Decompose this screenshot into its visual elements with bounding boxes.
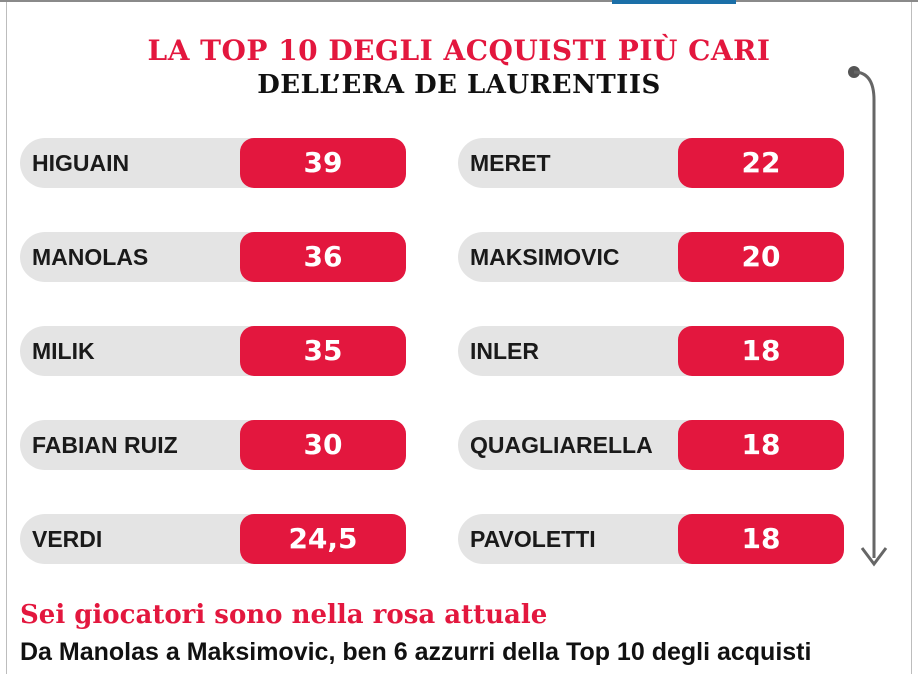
player-value: 35: [240, 326, 406, 376]
player-value: 39: [240, 138, 406, 188]
player-name: VERDI: [32, 526, 103, 552]
player-value: 24,5: [240, 514, 406, 564]
player-row: MILIK 35: [20, 326, 406, 376]
top-accent-bar: [612, 0, 736, 4]
player-value: 20: [678, 232, 844, 282]
descending-arrow-icon: [848, 66, 888, 567]
player-row: PAVOLETTI 18: [458, 514, 844, 564]
player-name: MAKSIMOVIC: [470, 244, 620, 270]
player-row: VERDI 24,5: [20, 514, 406, 564]
player-value: 18: [678, 514, 844, 564]
player-value: 18: [678, 420, 844, 470]
player-value: 18: [678, 326, 844, 376]
top-divider: [0, 0, 918, 2]
player-row: MANOLAS 36: [20, 232, 406, 282]
player-name: MERET: [470, 150, 551, 176]
player-value: 30: [240, 420, 406, 470]
player-row: FABIAN RUIZ 30: [20, 420, 406, 470]
player-name: INLER: [470, 338, 539, 364]
title-line-2: DELL’ERA DE LAURENTIIS: [257, 70, 661, 100]
footer-headline: Sei giocatori sono nella rosa attuale: [20, 600, 548, 630]
player-row: MERET 22: [458, 138, 844, 188]
player-row: MAKSIMOVIC 20: [458, 232, 844, 282]
player-name: FABIAN RUIZ: [32, 432, 178, 458]
player-name: QUAGLIARELLA: [470, 432, 653, 458]
player-name: MANOLAS: [32, 244, 149, 270]
player-row: INLER 18: [458, 326, 844, 376]
player-name: HIGUAIN: [32, 150, 130, 176]
player-row: HIGUAIN 39: [20, 138, 406, 188]
player-name: MILIK: [32, 338, 95, 364]
title-line-1: LA TOP 10 DEGLI ACQUISTI PIÙ CARI: [147, 34, 771, 67]
player-row: QUAGLIARELLA 18: [458, 420, 844, 470]
player-name: PAVOLETTI: [470, 526, 596, 552]
infographic-frame: [6, 0, 912, 674]
player-value: 36: [240, 232, 406, 282]
player-value: 22: [678, 138, 844, 188]
footer-text: Da Manolas a Maksimovic, ben 6 azzurri d…: [20, 638, 812, 666]
